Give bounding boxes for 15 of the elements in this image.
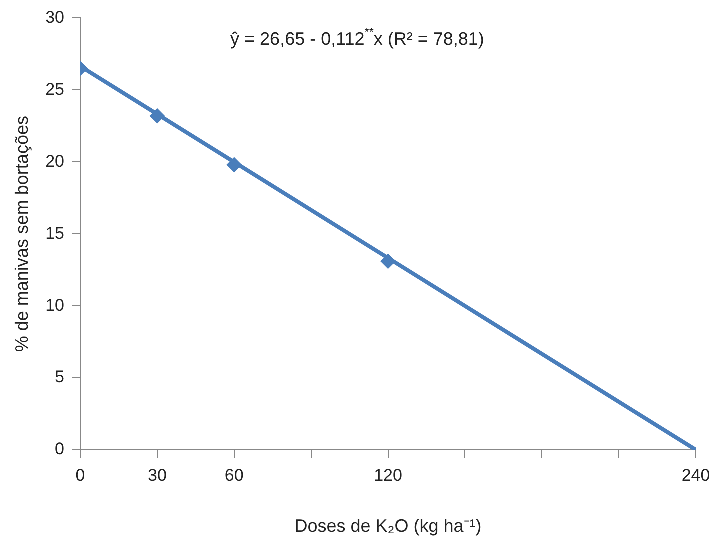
x-axis-title: Doses de K₂O (kg ha⁻¹)	[294, 516, 482, 536]
y-tick-label: 20	[46, 152, 65, 171]
annotation: ŷ = 26,65 - 0,112**x (R² = 78,81)	[230, 26, 484, 50]
y-tick-label: 5	[55, 368, 65, 387]
y-tick-label: 15	[46, 224, 65, 243]
y-tick-label: 0	[55, 440, 65, 459]
y-tick-label: 25	[46, 80, 65, 99]
y-tick-label: 30	[46, 8, 65, 27]
x-tick-label: 240	[682, 466, 710, 485]
x-tick-label: 120	[374, 466, 402, 485]
x-tick-label: 30	[148, 466, 167, 485]
y-tick-label: 10	[46, 296, 65, 315]
x-tick-label: 60	[224, 466, 244, 485]
y-axis-title: % de manivas sem bortações	[12, 116, 32, 352]
x-tick-label: 0	[76, 466, 86, 485]
